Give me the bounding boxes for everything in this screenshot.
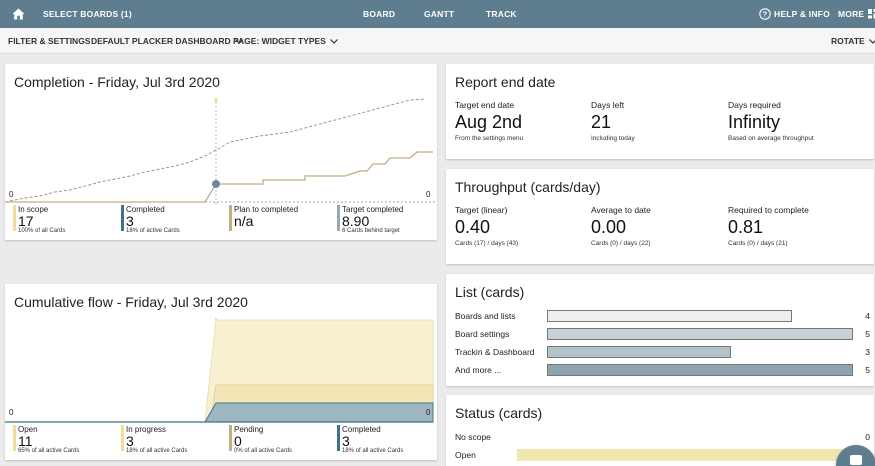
- stat-in-scope: In scope 17 100% of all Cards: [13, 205, 65, 234]
- metric-average-to-date: Average to date 0.00 Cards (0) / days (2…: [591, 205, 651, 247]
- axis-left-label: 0: [9, 408, 14, 417]
- status-row[interactable]: Open: [455, 448, 870, 462]
- throughput-title: Throughput (cards/day): [455, 179, 601, 195]
- report-title: Report end date: [455, 74, 556, 90]
- more-button[interactable]: MORE: [838, 0, 875, 28]
- status-row-label: No scope: [455, 432, 491, 442]
- list-row-value: 5: [865, 365, 870, 375]
- cumulative-flow-panel: Cumulative flow - Friday, Jul 3rd 2020 0…: [5, 284, 437, 460]
- axis-right-label: 0: [426, 190, 431, 199]
- status-title: Status (cards): [455, 405, 543, 421]
- report-end-date-panel: Report end date Target end date Aug 2nd …: [446, 64, 874, 159]
- completion-title: Completion - Friday, Jul 3rd 2020: [14, 74, 220, 90]
- status-row-bar: [517, 449, 853, 461]
- help-label: HELP & INFO: [774, 9, 830, 19]
- list-row[interactable]: Trackin & Dashboard 3: [455, 345, 870, 359]
- nav-board[interactable]: BOARD: [363, 9, 396, 19]
- completion-panel: Completion - Friday, Jul 3rd 2020 0 0 In…: [5, 64, 437, 240]
- completed-area: [5, 402, 434, 423]
- chevron-down-icon: [868, 36, 875, 46]
- stat-completed: Completed 3 18% of all active Cards: [337, 425, 403, 454]
- metric-target-linear: Target (linear) 0.40 Cards (17) / days (…: [455, 205, 519, 247]
- throughput-panel: Throughput (cards/day) Target (linear) 0…: [446, 169, 874, 264]
- today-dot: [212, 180, 220, 188]
- chevron-down-icon: [234, 36, 243, 46]
- chat-button[interactable]: [836, 445, 875, 466]
- stat-pending: Pending 0 0% of all active Cards: [229, 425, 292, 454]
- top-bar: SELECT BOARDS (1) BOARD GANTT TRACK ? HE…: [0, 0, 875, 28]
- chat-icon: [850, 455, 862, 465]
- cumflow-chart: [5, 318, 434, 423]
- list-row-label: And more ...: [455, 365, 502, 375]
- list-row-value: 5: [865, 329, 870, 339]
- status-cards-panel: Status (cards) No scope 0 Open: [446, 395, 874, 466]
- target-line: [5, 98, 426, 203]
- completed-line: [5, 151, 433, 203]
- filter-settings-button[interactable]: FILTER & SETTINGS: [8, 36, 91, 46]
- list-title: List (cards): [455, 284, 525, 300]
- today-top-dot: [214, 98, 218, 102]
- list-row-value: 4: [865, 311, 870, 321]
- metric-days-left: Days left 21 Including today: [591, 100, 635, 142]
- metric-days-required: Days required Infinity Based on average …: [728, 100, 814, 142]
- list-row[interactable]: Board settings 5: [455, 327, 870, 341]
- help-info-button[interactable]: ? HELP & INFO: [759, 0, 830, 28]
- list-row-bar: [547, 310, 792, 322]
- list-row[interactable]: And more ... 5: [455, 363, 870, 377]
- stat-plan-to-completed: Plan to completed n/a: [229, 205, 298, 231]
- nav-track[interactable]: TRACK: [486, 9, 517, 19]
- stat-target-completed: Target completed 8.90 6 Cards behind tar…: [337, 205, 403, 234]
- page-label: PAGE: WIDGET TYPES: [233, 36, 326, 46]
- question-circle-icon: ?: [759, 8, 771, 20]
- dashboard-label: DEFAULT PLACKER DASHBOARD: [91, 36, 231, 46]
- metric-target-end-date: Target end date Aug 2nd From the setting…: [455, 100, 524, 142]
- status-row-label: Open: [455, 450, 476, 460]
- stat-in-progress: In progress 3 18% of all active Cards: [121, 425, 187, 454]
- select-boards-button[interactable]: SELECT BOARDS (1): [43, 9, 132, 19]
- axis-left-label: 0: [9, 190, 14, 199]
- metric-required-to-complete: Required to complete 0.81 Cards (0) / da…: [728, 205, 809, 247]
- chevron-down-icon: [329, 36, 338, 46]
- more-label: MORE: [838, 9, 865, 19]
- nav-gantt[interactable]: GANTT: [424, 9, 455, 19]
- dashboard-dropdown[interactable]: DEFAULT PLACKER DASHBOARD: [91, 28, 243, 54]
- list-row[interactable]: Boards and lists 4: [455, 309, 870, 323]
- svg-text:?: ?: [763, 10, 768, 19]
- stat-open: Open 11 65% of all active Cards: [13, 425, 79, 454]
- page-dropdown[interactable]: PAGE: WIDGET TYPES: [233, 28, 338, 54]
- rotate-label: ROTATE: [831, 36, 865, 46]
- list-row-bar: [547, 364, 853, 376]
- list-row-label: Trackin & Dashboard: [455, 347, 535, 357]
- toolbar: FILTER & SETTINGS DEFAULT PLACKER DASHBO…: [0, 28, 875, 54]
- home-icon[interactable]: [12, 0, 25, 28]
- list-row-value: 3: [865, 347, 870, 357]
- dashboard-icon: [868, 9, 875, 19]
- list-row-label: Board settings: [455, 329, 510, 339]
- stat-completed: Completed 3 18% of active Cards: [121, 205, 180, 234]
- list-row-bar: [547, 346, 731, 358]
- axis-right-label: 0: [426, 408, 431, 417]
- completion-chart: [5, 98, 437, 204]
- cumflow-title: Cumulative flow - Friday, Jul 3rd 2020: [14, 294, 248, 310]
- list-row-bar: [547, 328, 853, 340]
- status-row[interactable]: No scope 0: [455, 430, 870, 444]
- list-row-label: Boards and lists: [455, 311, 516, 321]
- rotate-dropdown[interactable]: ROTATE: [831, 28, 875, 54]
- status-row-value: 0: [865, 432, 870, 442]
- list-cards-panel: List (cards) Boards and lists 4 Board se…: [446, 274, 874, 386]
